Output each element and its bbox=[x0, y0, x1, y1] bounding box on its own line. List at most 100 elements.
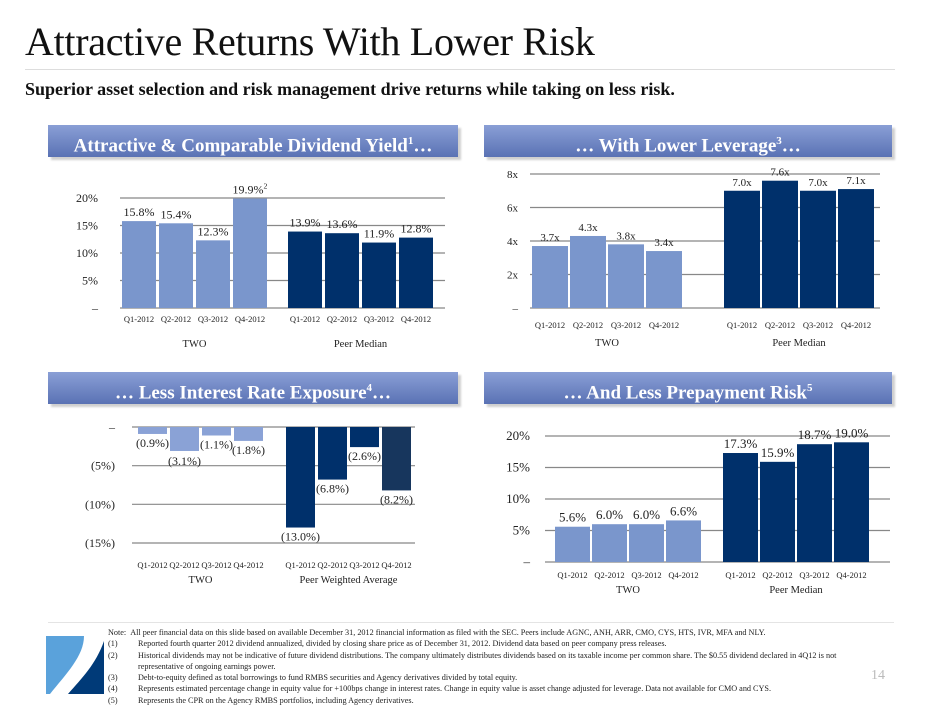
group-label: Peer Median bbox=[769, 585, 823, 596]
x-tick-label: Q4-2012 bbox=[235, 314, 265, 324]
bar bbox=[170, 427, 199, 451]
x-tick-label: Q4-2012 bbox=[401, 314, 431, 324]
bar bbox=[762, 180, 798, 308]
bar bbox=[570, 235, 606, 308]
dividend-yield-chart: – 5% 10% 15% 20% 15.8% Q1-2012 15.4% Q2-2012 12.3… bbox=[76, 182, 445, 350]
bar bbox=[325, 233, 359, 308]
x-tick-label: Q2-2012 bbox=[327, 314, 357, 324]
y-tick-label: – bbox=[91, 301, 99, 315]
page-subtitle: Superior asset selection and risk manage… bbox=[25, 79, 675, 99]
data-label: 19.0% bbox=[835, 425, 869, 440]
footnote-number: (2) bbox=[108, 650, 118, 660]
y-tick-label: 5% bbox=[82, 274, 98, 288]
prepay-header-footnote: 5 bbox=[807, 382, 813, 394]
x-tick-label: Q2-2012 bbox=[765, 320, 795, 330]
data-label: 3.4x bbox=[654, 237, 674, 249]
footnotes: Note: All peer financial data on this sl… bbox=[108, 627, 878, 706]
y-tick-label: 4x bbox=[507, 236, 519, 248]
x-tick-label: Q3-2012 bbox=[364, 314, 394, 324]
y-tick-label: 10% bbox=[506, 491, 530, 506]
footer-divider bbox=[48, 622, 894, 623]
bar bbox=[608, 244, 644, 308]
footnote-item: (2) Historical dividends may not be indi… bbox=[108, 650, 878, 673]
bar bbox=[838, 189, 874, 308]
x-tick-label: Q4-2012 bbox=[649, 320, 679, 330]
bar bbox=[797, 444, 832, 562]
leverage-header-footnote: 3 bbox=[776, 135, 782, 147]
leverage-panel-header: … With Lower Leverage3… bbox=[484, 125, 892, 157]
x-tick-label: Q2-2012 bbox=[573, 320, 603, 330]
footnote-text: Represents the CPR on the Agency RMBS po… bbox=[138, 695, 414, 705]
y-tick-label: (15%) bbox=[85, 536, 115, 550]
bar bbox=[399, 237, 433, 308]
bar bbox=[286, 427, 315, 528]
interest-header-suffix: … bbox=[372, 382, 392, 404]
bar bbox=[233, 198, 267, 308]
footnote-item: (4) Represents estimated percentage chan… bbox=[108, 683, 878, 694]
x-tick-label: Q3-2012 bbox=[799, 570, 829, 580]
dividend-header-suffix: … bbox=[413, 135, 433, 157]
prepayment-risk-chart: – 5% 10% 15% 20% 5.6% Q1-2012 6.0% Q2-2012 6.0% Q3… bbox=[506, 425, 890, 596]
bar bbox=[362, 242, 396, 308]
x-tick-label: Q1-2012 bbox=[727, 320, 757, 330]
bar bbox=[350, 427, 379, 448]
data-label: 13.9% bbox=[290, 216, 321, 230]
bar bbox=[196, 240, 230, 308]
data-label: 13.6% bbox=[327, 217, 358, 231]
y-tick-label: 20% bbox=[76, 191, 98, 205]
data-label: (1.1%) bbox=[200, 438, 233, 452]
footnote-number: (5) bbox=[108, 695, 118, 705]
data-label: 5.6% bbox=[559, 510, 586, 525]
x-tick-label: Q1-2012 bbox=[290, 314, 320, 324]
bar bbox=[646, 251, 682, 308]
dividend-header-text: Attractive & Comparable Dividend Yield bbox=[73, 135, 408, 157]
bar bbox=[592, 524, 627, 562]
y-tick-label: 8x bbox=[507, 169, 519, 181]
y-tick-label: – bbox=[108, 420, 116, 434]
data-label: (6.8%) bbox=[316, 482, 349, 496]
x-tick-label: Q3-2012 bbox=[631, 570, 661, 580]
x-tick-label: Q4-2012 bbox=[841, 320, 871, 330]
bar bbox=[629, 524, 664, 562]
data-label: (2.6%) bbox=[348, 449, 381, 463]
bar bbox=[288, 231, 322, 308]
bar bbox=[724, 190, 760, 308]
bar bbox=[202, 427, 231, 436]
y-tick-label: 2x bbox=[507, 270, 519, 282]
x-tick-label: Q4-2012 bbox=[836, 570, 866, 580]
data-label: 3.8x bbox=[616, 230, 636, 242]
data-label: 6.0% bbox=[596, 507, 623, 522]
group-label: TWO bbox=[616, 585, 640, 596]
y-tick-label: 10% bbox=[76, 246, 98, 260]
footnote-text: Debt-to-equity defined as total borrowin… bbox=[138, 673, 518, 683]
y-tick-label: (5%) bbox=[91, 459, 115, 473]
x-tick-label: Q4-2012 bbox=[233, 560, 263, 570]
data-label: 15.9% bbox=[761, 445, 795, 460]
data-label: (8.2%) bbox=[380, 492, 413, 506]
data-label: (3.1%) bbox=[168, 454, 201, 468]
leverage-chart: – 2x 4x 6x 8x 3.7x Q1-2012 4.3x Q2-2012 3.8x Q3-20… bbox=[507, 167, 880, 349]
y-tick-label: 6x bbox=[507, 203, 519, 215]
bar bbox=[318, 427, 347, 480]
footnote-text: Represents estimated percentage change i… bbox=[138, 684, 772, 694]
interest-header-text: … Less Interest Rate Exposure bbox=[114, 382, 367, 404]
logo-light-shape bbox=[46, 636, 84, 694]
bar bbox=[834, 442, 869, 562]
x-tick-label: Q2-2012 bbox=[762, 570, 792, 580]
data-label: 12.3% bbox=[198, 224, 229, 238]
bar bbox=[800, 190, 836, 308]
y-tick-label: 20% bbox=[506, 428, 530, 443]
footnote-intro-label: Note: bbox=[108, 628, 127, 637]
y-tick-label: – bbox=[512, 303, 519, 315]
y-tick-label: (10%) bbox=[85, 497, 115, 511]
group-label: TWO bbox=[183, 339, 207, 350]
interest-rate-exposure-chart: – (5%) (10%) (15%) (0.9%) Q1-2012 (3.1%) Q2-201… bbox=[85, 420, 415, 586]
data-label: (13.0%) bbox=[281, 530, 320, 544]
x-tick-label: Q1-2012 bbox=[124, 314, 154, 324]
footnote-text: Historical dividends may not be indicati… bbox=[138, 650, 837, 671]
data-label: 3.7x bbox=[540, 232, 560, 244]
bar bbox=[159, 223, 193, 308]
footnote-number: (3) bbox=[108, 673, 118, 683]
data-label: (1.8%) bbox=[232, 443, 265, 457]
bar bbox=[382, 427, 411, 491]
